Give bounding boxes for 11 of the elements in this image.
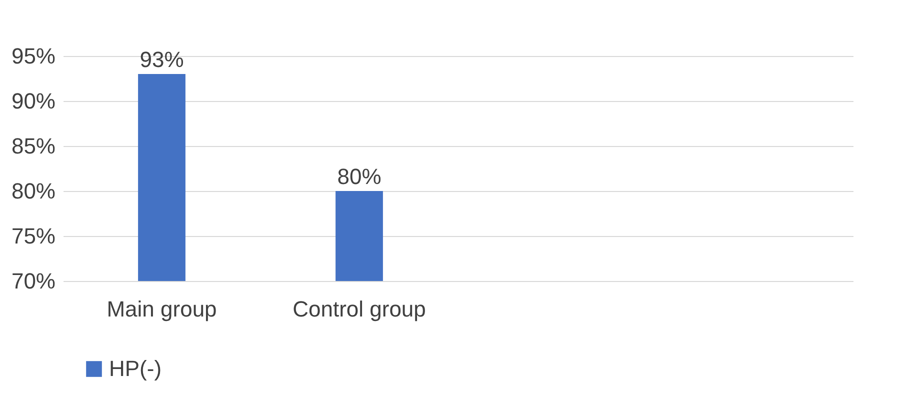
y-tick-label: 95% [11, 44, 56, 68]
y-tick-label: 75% [11, 224, 56, 248]
y-tick-label: 90% [11, 88, 56, 114]
y-tick-label: 85% [11, 134, 56, 158]
legend-label: HP(-) [109, 356, 162, 381]
data-label: 80% [337, 164, 382, 189]
y-tick-label: 70% [11, 268, 56, 294]
x-tick-label: Main group [106, 296, 217, 322]
data-label: 93% [140, 47, 184, 72]
x-tick-label: Control group [292, 296, 426, 322]
y-tick-label: 80% [11, 178, 56, 204]
